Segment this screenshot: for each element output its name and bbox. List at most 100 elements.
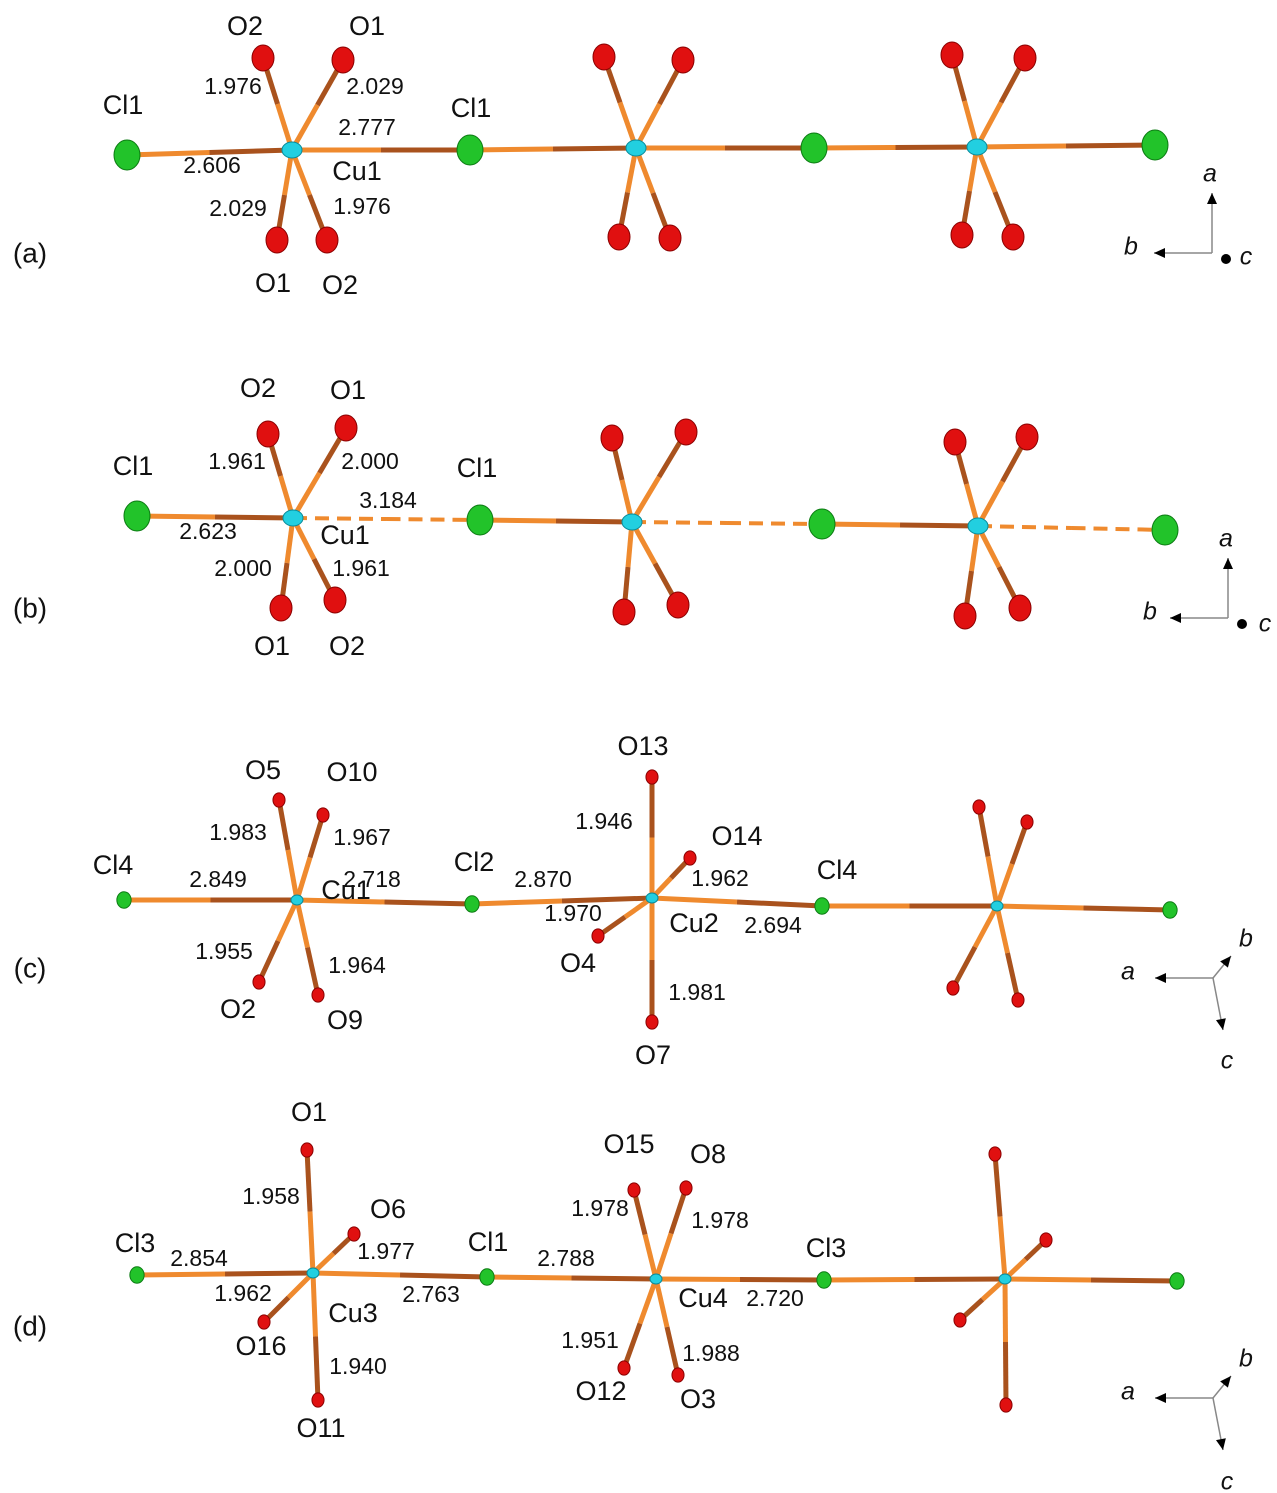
oxygen-atom <box>1012 993 1024 1007</box>
bond <box>727 523 822 524</box>
oxygen-atom <box>593 44 615 70</box>
panel-label: (d) <box>13 1310 47 1341</box>
oxygen-atom <box>252 45 274 71</box>
copper-atom <box>282 142 302 158</box>
axis-arrow <box>1220 1376 1231 1388</box>
bond-length: 2.606 <box>183 152 241 178</box>
oxygen-atom <box>258 1315 270 1329</box>
bond <box>652 898 737 902</box>
atom-label: O16 <box>235 1331 286 1361</box>
bond <box>1005 1279 1091 1280</box>
oxygen-atom <box>1021 815 1033 829</box>
chlorine-atom <box>480 1269 494 1286</box>
panel-label: (b) <box>13 592 47 623</box>
bond-length: 1.958 <box>242 1183 300 1209</box>
axis-label: b <box>1239 925 1253 953</box>
bond-length: 2.694 <box>744 912 802 938</box>
bond-length: 2.763 <box>402 1281 460 1307</box>
bond <box>995 1154 1000 1217</box>
axis-dot <box>1237 619 1247 629</box>
axis-arrow <box>1220 956 1231 968</box>
atom-label: O3 <box>680 1384 716 1414</box>
bond <box>977 146 1066 147</box>
oxygen-atom <box>592 929 604 943</box>
oxygen-atom <box>273 793 285 807</box>
axis-arrow <box>1216 1438 1226 1450</box>
figure: (a)O2O1Cl1Cl1Cu1O1O21.9762.0292.7772.606… <box>0 0 1277 1493</box>
bond-length: 2.000 <box>341 448 399 474</box>
bond-length: 2.854 <box>170 1245 228 1271</box>
bond <box>293 518 387 519</box>
oxygen-atom <box>1014 45 1036 71</box>
oxygen-atom <box>253 975 265 989</box>
bond-length: 2.000 <box>214 555 272 581</box>
oxygen-atom <box>608 224 630 250</box>
oxygen-atom <box>335 415 357 441</box>
bond <box>632 522 727 523</box>
axis-label: b <box>1143 598 1157 626</box>
bond-length: 2.777 <box>338 114 396 140</box>
axis-arrow <box>1207 193 1217 204</box>
axis-label: c <box>1240 243 1253 271</box>
oxygen-atom <box>1040 1233 1052 1247</box>
bond <box>915 1279 1006 1280</box>
bond-length: 1.946 <box>575 808 633 834</box>
copper-atom <box>307 1268 319 1278</box>
axis-dot <box>1221 254 1231 264</box>
oxygen-atom <box>1016 424 1038 450</box>
atom-label: O4 <box>560 948 596 978</box>
axis-label: a <box>1203 160 1217 188</box>
copper-atom <box>622 514 642 530</box>
bond <box>137 1274 225 1275</box>
oxygen-atom <box>672 1368 684 1382</box>
bond <box>553 148 636 149</box>
bond-length: 1.962 <box>691 865 749 891</box>
atom-label: O6 <box>370 1194 406 1224</box>
atom-label: Cl3 <box>115 1228 156 1258</box>
bond <box>385 902 473 904</box>
bond <box>556 521 632 522</box>
atom-label: Cl3 <box>806 1233 847 1263</box>
bond <box>313 1273 316 1337</box>
atom-label: O14 <box>711 821 762 851</box>
oxygen-atom <box>684 851 696 865</box>
bond-length: 1.964 <box>328 952 386 978</box>
bond <box>288 850 297 900</box>
chlorine-atom <box>467 505 493 535</box>
bond <box>900 525 978 526</box>
bond-length: 1.976 <box>204 73 262 99</box>
panel-label: (c) <box>14 952 47 983</box>
bond <box>225 1273 313 1274</box>
bond-length: 1.967 <box>333 824 391 850</box>
bond-length: 2.720 <box>746 1285 804 1311</box>
oxygen-atom <box>667 592 689 618</box>
bond <box>572 1278 657 1279</box>
chlorine-atom <box>457 135 483 165</box>
copper-atom <box>967 139 987 155</box>
bond <box>896 147 978 148</box>
oxygen-atom <box>312 988 324 1002</box>
bond <box>297 858 310 901</box>
chlorine-atom <box>124 501 150 531</box>
panel-label: (a) <box>13 237 47 268</box>
bond <box>313 1273 400 1275</box>
axis-arrow <box>1170 613 1181 623</box>
axis-arrow <box>1223 558 1233 569</box>
oxygen-atom <box>316 227 338 253</box>
oxygen-atom <box>312 1393 324 1407</box>
atom-label: O10 <box>326 757 377 787</box>
chlorine-atom <box>1142 130 1168 160</box>
copper-atom <box>650 1274 662 1284</box>
bond <box>656 1279 740 1280</box>
bond <box>645 1235 656 1280</box>
bond-length: 3.184 <box>359 487 417 513</box>
axis-label: c <box>1221 1468 1234 1493</box>
chlorine-atom <box>809 509 835 539</box>
bond-length: 2.718 <box>343 866 401 892</box>
chlorine-atom <box>465 896 479 913</box>
atom-label: Cl4 <box>93 850 134 880</box>
atom-label: Cu4 <box>678 1283 728 1313</box>
bond-length: 2.029 <box>346 73 404 99</box>
atom-label: Cl1 <box>113 451 154 481</box>
axis-arrow <box>1155 1393 1166 1403</box>
